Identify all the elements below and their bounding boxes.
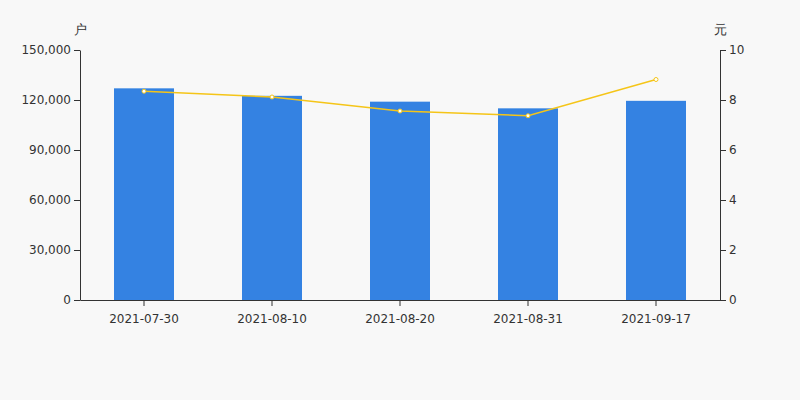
tick: 2021-08-20 bbox=[365, 300, 435, 326]
y2-axis: 0 2 4 6 8 10 bbox=[720, 43, 744, 307]
marker bbox=[398, 109, 402, 113]
y-axis-title: 户 bbox=[74, 22, 87, 37]
tick-mark bbox=[400, 300, 401, 306]
tick-label: 150,000 bbox=[21, 43, 71, 57]
tick-label: 8 bbox=[729, 93, 737, 107]
marker bbox=[654, 78, 658, 82]
tick: 120,000 bbox=[21, 93, 80, 107]
tick-label: 2021-08-31 bbox=[493, 312, 563, 326]
tick-label: 4 bbox=[729, 193, 737, 207]
tick-mark bbox=[720, 250, 726, 251]
bar bbox=[370, 102, 430, 300]
line bbox=[144, 80, 656, 116]
tick-mark bbox=[720, 300, 726, 301]
tick-label: 2021-09-17 bbox=[621, 312, 691, 326]
tick-label: 2021-08-20 bbox=[365, 312, 435, 326]
bar bbox=[626, 101, 686, 300]
tick-label: 2021-08-10 bbox=[237, 312, 307, 326]
tick: 2021-08-10 bbox=[237, 300, 307, 326]
tick: 4 bbox=[720, 193, 737, 207]
tick-mark bbox=[74, 100, 80, 101]
tick-mark bbox=[74, 200, 80, 201]
tick: 30,000 bbox=[29, 243, 80, 257]
marker bbox=[270, 95, 274, 99]
tick: 0 bbox=[63, 293, 80, 307]
tick-label: 90,000 bbox=[29, 143, 71, 157]
tick-mark bbox=[720, 100, 726, 101]
tick: 2 bbox=[720, 243, 737, 257]
tick-mark bbox=[74, 150, 80, 151]
tick: 6 bbox=[720, 143, 737, 157]
chart: 0 30,000 60,000 90,000 120,000 150,000 0 2 4 6 8 10… bbox=[0, 0, 800, 400]
tick-label: 2 bbox=[729, 243, 737, 257]
axis-line bbox=[720, 51, 721, 301]
tick-label: 6 bbox=[729, 143, 737, 157]
tick: 10 bbox=[720, 43, 744, 57]
tick-mark bbox=[656, 300, 657, 306]
tick: 2021-07-30 bbox=[109, 300, 179, 326]
tick-label: 0 bbox=[63, 293, 71, 307]
tick-label: 0 bbox=[729, 293, 737, 307]
y2-axis-title: 元 bbox=[714, 22, 727, 37]
tick-mark bbox=[720, 200, 726, 201]
bar bbox=[242, 96, 302, 300]
tick-label: 10 bbox=[729, 43, 744, 57]
tick: 2021-08-31 bbox=[493, 300, 563, 326]
tick-mark bbox=[74, 300, 80, 301]
tick-mark bbox=[720, 50, 726, 51]
tick-label: 2021-07-30 bbox=[109, 312, 179, 326]
bar bbox=[498, 108, 558, 300]
tick-mark bbox=[272, 300, 273, 306]
tick-label: 60,000 bbox=[29, 193, 71, 207]
tick-mark bbox=[74, 50, 80, 51]
bar bbox=[114, 88, 174, 300]
axis-line bbox=[80, 51, 81, 301]
marker bbox=[142, 89, 146, 93]
tick-label: 30,000 bbox=[29, 243, 71, 257]
tick: 2021-09-17 bbox=[621, 300, 691, 326]
marker bbox=[526, 114, 530, 118]
y-axis: 0 30,000 60,000 90,000 120,000 150,000 bbox=[21, 43, 80, 307]
tick: 90,000 bbox=[29, 143, 80, 157]
tick: 60,000 bbox=[29, 193, 80, 207]
tick-mark bbox=[74, 250, 80, 251]
tick: 8 bbox=[720, 93, 737, 107]
x-axis: 2021-07-30 2021-08-10 2021-08-20 2021-08-31… bbox=[81, 300, 721, 326]
tick-mark bbox=[144, 300, 145, 306]
tick-mark bbox=[720, 150, 726, 151]
tick: 0 bbox=[720, 293, 737, 307]
tick-mark bbox=[528, 300, 529, 306]
tick: 150,000 bbox=[21, 43, 80, 57]
tick-label: 120,000 bbox=[21, 93, 71, 107]
plot-area bbox=[114, 78, 686, 301]
